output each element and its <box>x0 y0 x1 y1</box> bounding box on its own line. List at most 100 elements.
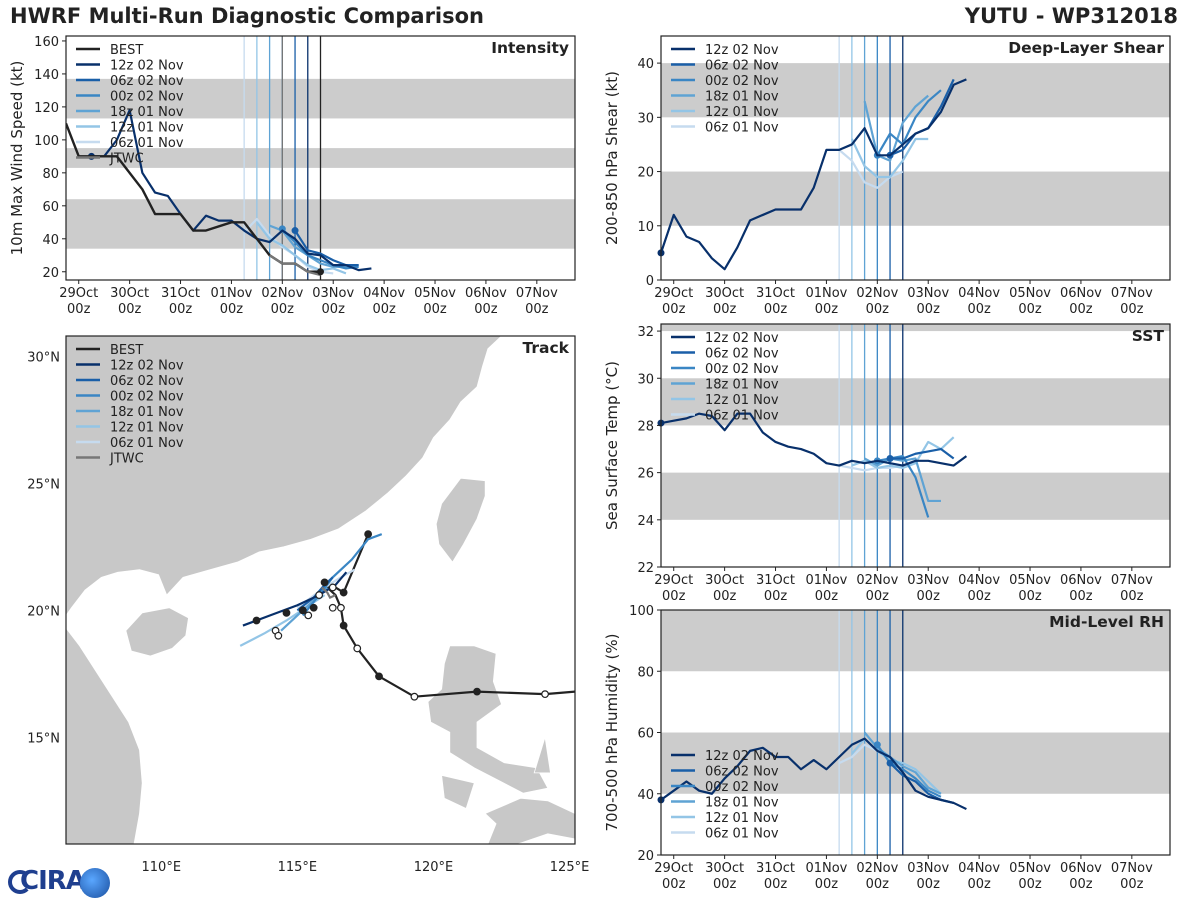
intensity-xtick-day: 01Nov <box>210 286 252 301</box>
intensity-series-0 <box>91 109 372 272</box>
hainan-island <box>125 607 189 657</box>
intensity-legend-label: 12z 01 Nov <box>110 121 184 136</box>
track-title: Track <box>523 339 570 357</box>
sst-xtick-hour: 00z <box>713 589 737 604</box>
globe-icon <box>80 868 110 898</box>
track-best-point <box>328 583 337 592</box>
intensity-ytick-label: 60 <box>42 200 59 215</box>
sst-xtick-day: 05Nov <box>1009 573 1051 588</box>
sst-series-2 <box>877 455 930 518</box>
intensity-ylabel: 10m Max Wind Speed (kt) <box>8 61 26 256</box>
track-best-point <box>274 631 283 640</box>
intensity-ytick-label: 120 <box>34 101 59 116</box>
rh-xtick-day: 03Nov <box>907 861 949 876</box>
track-xtick-label: 125°E <box>550 860 590 875</box>
shear-panel: 01020304029Oct00z30Oct00z31Oct00z01Nov00… <box>603 35 1171 317</box>
track-ytick-label: 15°N <box>27 731 60 746</box>
rh-band <box>661 732 1170 794</box>
rh-xtick-hour: 00z <box>815 877 839 892</box>
shear-xtick-hour: 00z <box>917 302 941 317</box>
rh-xtick-hour: 00z <box>764 877 788 892</box>
track-series-jtwc <box>321 586 336 600</box>
sst-series-3 <box>864 457 941 503</box>
shear-band <box>661 171 1170 226</box>
rh-series-0 <box>661 737 967 811</box>
rh-xtick-hour: 00z <box>1069 877 1093 892</box>
rh-xtick-hour: 00z <box>967 877 991 892</box>
track-best-point <box>375 672 383 681</box>
rh-title: Mid-Level RH <box>1049 613 1164 631</box>
rh-xtick-day: 04Nov <box>958 861 1000 876</box>
track-best-point <box>339 621 348 630</box>
shear-xtick-day: 04Nov <box>958 286 1000 301</box>
shear-ylabel: 200-850 hPa Shear (kt) <box>603 71 621 245</box>
sst-xtick-day: 07Nov <box>1111 573 1153 588</box>
catanduanes-island <box>533 737 551 774</box>
rh-band <box>661 610 1170 672</box>
track-best-point <box>337 603 345 612</box>
intensity-xtick-day: 06Nov <box>465 286 507 301</box>
track-series-0 <box>242 571 348 627</box>
sst-title: SST <box>1132 327 1165 345</box>
rh-xtick-hour: 00z <box>713 877 737 892</box>
rh-xtick-day: 31Oct <box>756 861 795 876</box>
shear-ytick-label: 30 <box>637 111 654 126</box>
sst-ylabel: Sea Surface Temp (°C) <box>603 361 621 530</box>
visayas-islands <box>484 797 575 844</box>
track-ytick-label: 25°N <box>27 477 60 492</box>
track-best-point <box>353 644 362 653</box>
sst-xtick-hour: 00z <box>764 589 788 604</box>
track-legend-label: 00z 02 Nov <box>110 390 184 405</box>
sst-xtick-day: 31Oct <box>756 573 795 588</box>
intensity-ytick-label: 140 <box>34 68 59 83</box>
shear-legend-label: 12z 01 Nov <box>705 105 779 120</box>
sst-ytick-label: 30 <box>637 372 654 387</box>
rh-xtick-day: 05Nov <box>1009 861 1051 876</box>
sst-ytick-label: 22 <box>637 561 654 576</box>
sst-xtick-hour: 00z <box>1018 589 1042 604</box>
rh-xtick-hour: 00z <box>662 877 686 892</box>
intensity-xtick-day: 30Oct <box>110 286 149 301</box>
shear-xtick-day: 05Nov <box>1009 286 1051 301</box>
sst-xtick-hour: 00z <box>967 589 991 604</box>
sst-xtick-hour: 00z <box>662 589 686 604</box>
storm-id-title: YUTU - WP312018 <box>964 4 1178 28</box>
shear-series-0 <box>661 78 967 271</box>
sst-xtick-day: 30Oct <box>705 573 744 588</box>
shear-legend-label: 12z 02 Nov <box>705 43 779 58</box>
sst-xtick-hour: 00z <box>1069 589 1093 604</box>
rh-xtick-day: 01Nov <box>805 861 847 876</box>
intensity-frame <box>65 35 576 281</box>
intensity-panel: 2040608010012014016029Oct00z30Oct00z31Oc… <box>8 35 576 317</box>
track-best-point <box>315 591 324 599</box>
sst-frame <box>660 323 1171 568</box>
sst-band <box>661 324 1170 332</box>
sst-xtick-day: 02Nov <box>856 573 898 588</box>
shear-title: Deep-Layer Shear <box>1008 39 1164 57</box>
intensity-xtick-hour: 00z <box>169 302 193 317</box>
intensity-ytick-label: 40 <box>42 233 59 248</box>
shear-xtick-day: 03Nov <box>907 286 949 301</box>
rh-series-1-start-dot <box>886 759 894 767</box>
sst-xtick-day: 29Oct <box>654 573 693 588</box>
sst-xtick-day: 06Nov <box>1060 573 1102 588</box>
track-legend-label: BEST <box>110 343 143 358</box>
intensity-ytick-label: 20 <box>42 266 59 281</box>
rh-legend-label: 06z 01 Nov <box>705 827 779 842</box>
rh-xtick-hour: 00z <box>866 877 890 892</box>
sst-series-1 <box>890 447 955 460</box>
logo-text: CIRA <box>20 866 86 896</box>
shear-xtick-hour: 00z <box>1120 302 1144 317</box>
sst-ytick-label: 28 <box>637 419 654 434</box>
rh-xtick-day: 06Nov <box>1060 861 1102 876</box>
shear-ytick-label: 20 <box>637 166 654 181</box>
shear-xtick-day: 07Nov <box>1111 286 1153 301</box>
shear-legend-label: 06z 02 Nov <box>705 59 779 74</box>
intensity-xtick-day: 07Nov <box>516 286 558 301</box>
track-best-point <box>320 578 329 587</box>
shear-xtick-hour: 00z <box>764 302 788 317</box>
shear-xtick-hour: 00z <box>713 302 737 317</box>
page-title: HWRF Multi-Run Diagnostic Comparison <box>10 4 485 28</box>
shear-xtick-day: 02Nov <box>856 286 898 301</box>
track-series-2 <box>301 533 383 617</box>
